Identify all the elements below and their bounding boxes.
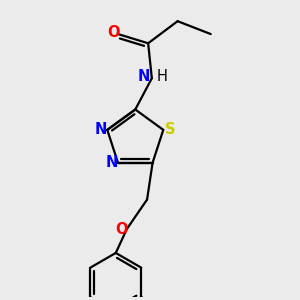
Text: O: O xyxy=(107,25,120,40)
Text: N: N xyxy=(105,155,118,170)
Text: O: O xyxy=(115,221,128,236)
Text: N: N xyxy=(138,69,150,84)
Text: S: S xyxy=(165,122,175,137)
Text: N: N xyxy=(94,122,107,137)
Text: H: H xyxy=(157,69,168,84)
